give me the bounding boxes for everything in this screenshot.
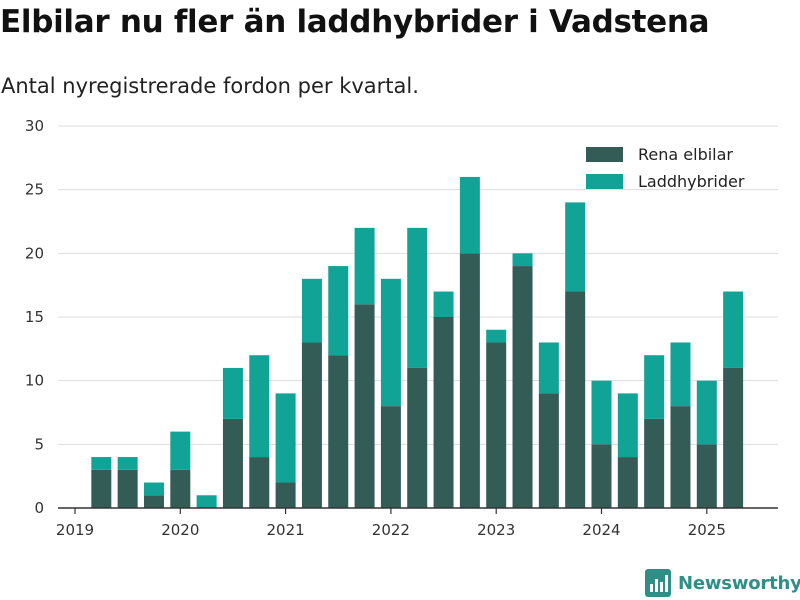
bar-rena-elbilar: [170, 469, 191, 508]
bar-laddhybrider: [538, 342, 559, 394]
bars: [91, 176, 744, 508]
bar-laddhybrider: [696, 380, 717, 445]
x-tick-label: 2024: [582, 521, 620, 539]
bar-rena-elbilar: [354, 304, 375, 508]
bar-rena-elbilar: [91, 469, 112, 508]
bar-chart-logo-icon: [645, 569, 671, 597]
y-tick-label: 15: [25, 308, 44, 326]
bar-rena-elbilar: [117, 469, 138, 508]
bar-laddhybrider: [91, 457, 112, 470]
bar-rena-elbilar: [512, 266, 533, 508]
bar-rena-elbilar: [486, 342, 507, 508]
bar-laddhybrider: [143, 482, 164, 496]
bar-rena-elbilar: [670, 406, 691, 508]
bar-laddhybrider: [170, 431, 191, 470]
bar-rena-elbilar: [380, 406, 401, 508]
bar-laddhybrider: [407, 227, 428, 368]
bar-laddhybrider: [565, 202, 586, 292]
bar-rena-elbilar: [143, 495, 164, 508]
bar-laddhybrider: [723, 291, 744, 368]
bar-rena-elbilar: [723, 367, 744, 508]
bar-laddhybrider: [301, 278, 322, 343]
y-tick-label: 5: [34, 435, 44, 453]
chart-title: Elbilar nu fler än laddhybrider i Vadste…: [0, 4, 710, 40]
legend-label: Laddhybrider: [638, 172, 745, 191]
bar-rena-elbilar: [222, 418, 243, 508]
y-tick-label: 10: [25, 372, 44, 390]
legend-swatch: [586, 147, 623, 162]
legend-label: Rena elbilar: [638, 145, 733, 164]
y-tick-label: 0: [34, 499, 44, 517]
bar-rena-elbilar: [617, 457, 638, 508]
bar-rena-elbilar: [591, 444, 612, 508]
brand-name: Newsworthy: [678, 572, 800, 594]
bar-laddhybrider: [459, 176, 480, 254]
bar-laddhybrider: [433, 291, 454, 317]
bar-laddhybrider: [486, 329, 507, 343]
bar-rena-elbilar: [249, 457, 270, 508]
bar-laddhybrider: [591, 380, 612, 445]
x-axis-ticks: 2019 2020 2021 2022 2023 2024 2025: [56, 508, 726, 539]
y-tick-label: 25: [25, 181, 44, 199]
bar-laddhybrider: [644, 355, 665, 419]
x-tick-label: 2022: [372, 521, 410, 539]
bar-rena-elbilar: [407, 367, 428, 508]
bar-laddhybrider: [354, 227, 375, 305]
bar-laddhybrider: [196, 495, 217, 508]
x-tick-label: 2025: [688, 521, 726, 539]
y-tick-label: 30: [25, 117, 44, 135]
x-tick-label: 2021: [267, 521, 305, 539]
legend: Rena elbilar Laddhybrider: [586, 145, 745, 191]
bar-rena-elbilar: [644, 418, 665, 508]
x-tick-label: 2023: [477, 521, 515, 539]
bar-rena-elbilar: [696, 444, 717, 508]
bar-laddhybrider: [670, 342, 691, 407]
bar-rena-elbilar: [565, 291, 586, 508]
x-tick-label: 2020: [161, 521, 199, 539]
bar-laddhybrider: [328, 266, 349, 356]
bar-rena-elbilar: [459, 253, 480, 508]
bar-rena-elbilar: [275, 482, 296, 508]
chart-subtitle: Antal nyregistrerade fordon per kvartal.: [1, 74, 419, 98]
bar-laddhybrider: [222, 367, 243, 419]
legend-swatch: [586, 174, 623, 189]
bar-rena-elbilar: [433, 317, 454, 508]
bar-rena-elbilar: [328, 355, 349, 508]
bar-laddhybrider: [512, 253, 533, 267]
bar-rena-elbilar: [301, 342, 322, 508]
y-tick-label: 20: [25, 244, 44, 262]
bar-laddhybrider: [380, 278, 401, 407]
x-tick-label: 2019: [56, 521, 94, 539]
newsworthy-brand: Newsworthy: [645, 569, 800, 597]
bar-laddhybrider: [117, 457, 138, 470]
y-axis-ticks: 0 5 10 15 20 25 30: [25, 117, 44, 517]
bar-laddhybrider: [275, 393, 296, 483]
bar-rena-elbilar: [538, 393, 559, 508]
bar-laddhybrider: [617, 393, 638, 458]
bar-laddhybrider: [249, 355, 270, 458]
